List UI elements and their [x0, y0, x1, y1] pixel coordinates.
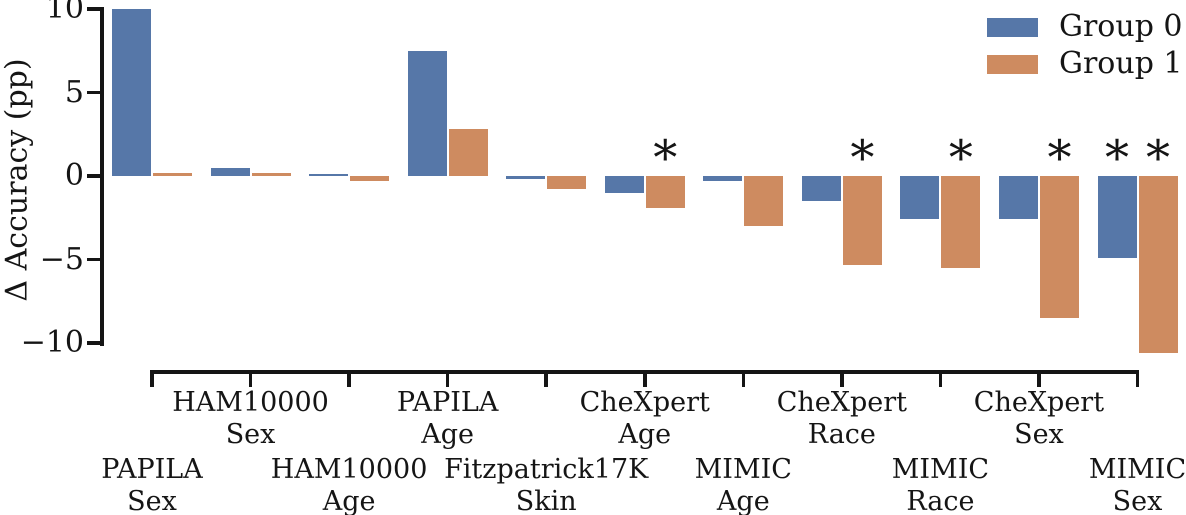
x-axis-tick	[544, 373, 548, 387]
y-tick-label: −10	[20, 325, 84, 360]
bar-group-0-mimic-age	[703, 176, 743, 181]
bar-group-0-ham10000-age	[309, 173, 349, 176]
bar-group-1-papila-sex	[153, 173, 192, 176]
bar-group-1-chexpert-age	[645, 176, 685, 208]
y-axis-tick	[87, 341, 100, 345]
bar-group-1-mimic-race	[941, 176, 981, 268]
y-axis-tick	[87, 257, 100, 262]
x-category-label-mimic-age: MIMIC Age	[694, 454, 792, 515]
x-axis-tick	[938, 373, 943, 387]
bar-group-1-chexpert-sex	[1039, 176, 1079, 318]
x-category-label-ham10000-age: HAM10000 Age	[270, 454, 428, 515]
bar-group-0-mimic-sex	[1097, 176, 1137, 258]
legend-entry-group-1: Group 1	[987, 49, 1183, 79]
x-category-label-papila-sex: PAPILA Sex	[101, 454, 203, 515]
legend-entry-group-0: Group 0	[987, 12, 1183, 42]
bar-group-1-papila-age	[448, 129, 488, 176]
bar-group-1-fitzpatrick17k-skin	[547, 176, 587, 190]
x-axis-tick	[347, 373, 351, 387]
significance-asterisk: *	[1105, 130, 1129, 186]
x-axis-tick	[1037, 373, 1041, 387]
legend: Group 0 Group 1	[987, 12, 1183, 79]
y-axis-tick	[87, 7, 100, 11]
x-axis-tick	[741, 373, 746, 387]
bar-group-1-ham10000-sex	[251, 172, 291, 176]
x-category-label-papila-age: PAPILA Age	[396, 387, 499, 450]
significance-asterisk: *	[1047, 130, 1072, 186]
significance-asterisk: *	[850, 130, 875, 186]
bar-group-0-chexpert-race	[801, 176, 841, 202]
legend-swatch-group-1	[987, 54, 1038, 74]
x-category-label-chexpert-race: CheXpert Race	[776, 387, 907, 450]
bar-group-0-papila-sex	[112, 9, 151, 176]
bar-group-0-ham10000-sex	[210, 168, 250, 176]
x-axis-line	[150, 370, 1140, 374]
bar-group-0-chexpert-age	[604, 176, 644, 193]
y-axis-title: Δ Accuracy (pp)	[0, 58, 35, 302]
y-tick-label: 10	[45, 0, 84, 26]
y-axis-spine	[100, 7, 104, 346]
bar-group-0-fitzpatrick17k-skin	[506, 176, 546, 180]
legend-label-group-0: Group 0	[1059, 9, 1183, 44]
x-axis-tick	[248, 373, 253, 387]
x-category-label-chexpert-age: CheXpert Age	[579, 387, 710, 450]
bar-group-1-mimic-sex	[1138, 176, 1178, 354]
bar-group-1-chexpert-race	[842, 176, 882, 265]
legend-label-group-1: Group 1	[1059, 46, 1183, 81]
significance-asterisk: *	[653, 130, 678, 186]
x-category-label-chexpert-sex: CheXpert Sex	[973, 387, 1105, 450]
bar-group-0-mimic-race	[900, 176, 940, 220]
y-tick-label: 0	[64, 158, 84, 193]
x-axis-tick	[1135, 373, 1140, 387]
bar-group-0-papila-age	[407, 50, 447, 176]
significance-asterisk: *	[948, 130, 973, 186]
bar-group-1-ham10000-age	[350, 176, 390, 181]
y-axis-tick	[87, 174, 100, 178]
y-axis-tick	[87, 90, 100, 95]
bar-group-0-chexpert-sex	[998, 176, 1038, 220]
x-category-label-mimic-race: MIMIC Race	[891, 454, 990, 515]
legend-swatch-group-0	[987, 17, 1038, 37]
bar-group-1-mimic-age	[744, 176, 784, 227]
x-axis-tick	[445, 373, 450, 387]
x-category-label-fitzpatrick17k-skin: Fitzpatrick17K Skin	[444, 454, 649, 515]
significance-asterisk: *	[1146, 130, 1170, 186]
x-category-label-ham10000-sex: HAM10000 Sex	[172, 387, 329, 450]
y-tick-label: −5	[39, 241, 84, 277]
x-axis-tick	[643, 373, 647, 387]
y-tick-label: 5	[64, 74, 84, 110]
x-axis-tick	[150, 373, 154, 387]
x-category-label-mimic-sex: MIMIC Sex	[1088, 454, 1186, 515]
x-axis-tick	[840, 373, 844, 387]
